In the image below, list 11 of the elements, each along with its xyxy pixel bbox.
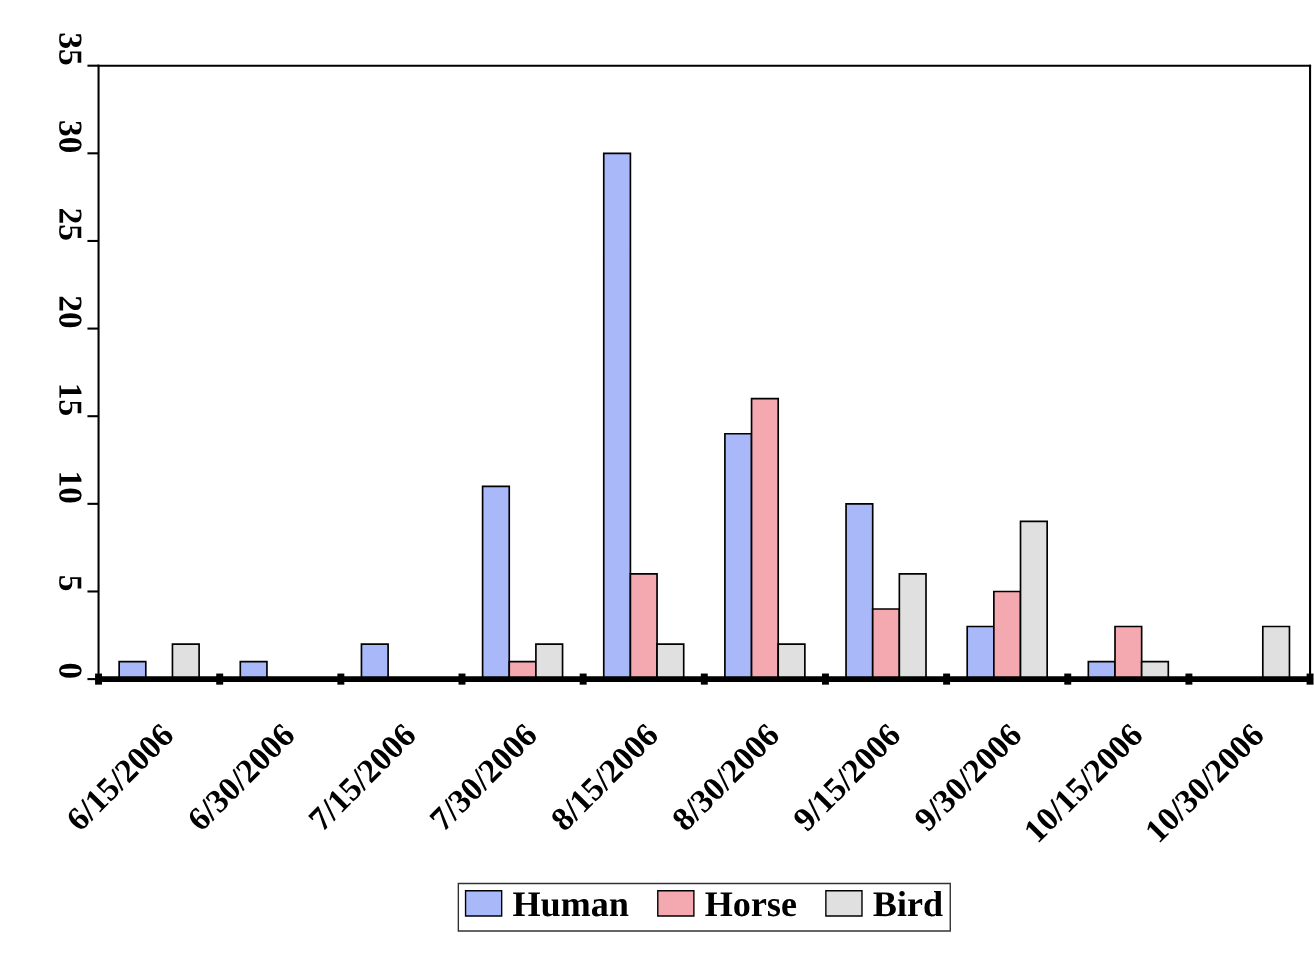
- y-tick-label: 25: [59, 209, 82, 240]
- y-tick-label: 30: [59, 121, 82, 153]
- y-tick-label: 35: [59, 33, 82, 65]
- y-tick-label: 15: [59, 385, 82, 415]
- legend-label: Horse: [705, 892, 797, 917]
- legend-label: Bird: [873, 890, 943, 917]
- y-tick-label: 0: [59, 663, 82, 678]
- legend-label: Human: [513, 892, 629, 917]
- y-tick-label: 5: [59, 576, 82, 591]
- y-tick-label: 10: [59, 473, 82, 503]
- y-tick-label: 20: [59, 296, 82, 328]
